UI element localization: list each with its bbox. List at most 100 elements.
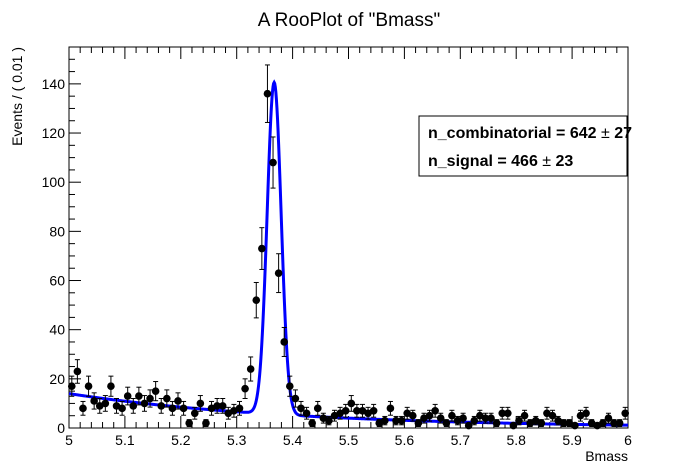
fit-result-combinatorial-label: n_combinatorial = [428, 125, 570, 142]
data-point-marker [246, 365, 255, 373]
data-point-marker [101, 399, 110, 408]
data-point-marker [213, 402, 221, 410]
data-point-marker [163, 394, 171, 403]
data-point-marker [436, 414, 445, 422]
data-point [397, 415, 406, 426]
data-point [369, 403, 378, 418]
data-point [408, 409, 417, 422]
data-point-marker [397, 416, 406, 425]
y-tick-label: 20 [49, 371, 65, 387]
y-tick-label: 100 [42, 174, 66, 190]
data-point-marker [174, 397, 182, 405]
data-point-marker [470, 416, 479, 425]
data-point [151, 381, 160, 402]
data-point-marker [280, 338, 289, 346]
x-tick-label: 5.4 [283, 432, 303, 448]
data-point [73, 359, 82, 384]
data-point-marker [464, 421, 473, 430]
data-point [459, 412, 467, 424]
data-point-marker [509, 421, 518, 430]
data-point [190, 406, 199, 420]
data-point-marker [84, 382, 93, 391]
data-point [280, 326, 289, 357]
data-point-marker [202, 419, 210, 427]
data-point-marker [604, 414, 613, 422]
data-point [498, 406, 507, 420]
data-point-marker [196, 399, 205, 408]
y-tick-label: 80 [49, 223, 65, 239]
data-point [492, 419, 501, 428]
data-point [107, 375, 115, 397]
data-point-marker [135, 392, 143, 400]
data-point [196, 395, 205, 412]
data-point-marker [492, 419, 501, 427]
data-point [302, 406, 311, 420]
data-point-marker [274, 269, 283, 277]
data-point [481, 412, 490, 424]
data-point-marker [90, 397, 98, 405]
x-tick-label: 5.5 [339, 432, 359, 448]
x-axis: 5 5.1 5.2 5.3 5.4 5.5 5.6 5.7 5.8 5.9 6 [65, 47, 632, 448]
data-point [246, 356, 255, 382]
fit-result-signal-value: 466 [511, 153, 538, 170]
data-point-marker [353, 406, 361, 415]
data-point-marker [386, 404, 395, 413]
data-point [520, 409, 529, 422]
fit-results-box: n_combinatorial = 642 ± 27 n_signal = 46… [418, 115, 632, 177]
data-point-marker [559, 419, 568, 427]
data-point-marker [504, 409, 512, 418]
data-point [135, 386, 143, 406]
data-point [67, 375, 76, 397]
data-point [313, 400, 322, 416]
y-axis-label: Events / ( 0.01 ) [9, 47, 25, 146]
data-point [504, 406, 512, 420]
data-point-marker [599, 419, 607, 427]
data-point [436, 412, 445, 424]
plot-frame [68, 46, 629, 429]
data-point-marker [190, 409, 199, 418]
data-point-marker [297, 404, 305, 413]
y-tick-label: 40 [49, 322, 65, 338]
data-point [218, 398, 227, 414]
x-tick-label: 5.2 [171, 432, 191, 448]
data-point-marker [621, 409, 630, 418]
x-tick-label: 5.8 [506, 432, 526, 448]
data-point-marker [107, 382, 115, 391]
data-point [185, 419, 193, 428]
data-point-marker [67, 382, 76, 391]
data-point-marker [481, 414, 490, 422]
data-point [543, 406, 551, 420]
data-point-marker [537, 419, 546, 427]
fit-result-signal: n_signal = 466 ± 23 [428, 153, 573, 170]
data-point [179, 400, 188, 416]
data-point-marker [151, 387, 160, 395]
data-point [353, 403, 361, 418]
data-point-marker [515, 416, 523, 425]
data-point-marker [520, 411, 529, 420]
data-point-marker [381, 416, 389, 425]
data-point-marker [168, 404, 177, 413]
data-point [286, 375, 294, 397]
data-point [548, 409, 557, 422]
data-point-marker [263, 89, 272, 98]
data-point-marker [392, 416, 400, 425]
x-axis-label: Bmass [585, 448, 628, 464]
x-tick-label: 5.6 [395, 432, 415, 448]
data-point-marker [258, 244, 266, 253]
data-point-marker [408, 411, 417, 420]
data-point [84, 375, 93, 397]
data-point [174, 392, 182, 410]
data-point-marker [548, 411, 557, 420]
y-tick-label: 140 [42, 76, 66, 92]
data-point-marker [442, 419, 451, 427]
data-point [442, 419, 451, 428]
data-point [274, 253, 283, 294]
data-point-marker [146, 394, 154, 403]
x-tick-label: 5 [65, 432, 73, 448]
data-point [381, 415, 389, 426]
x-tick-label: 5.3 [227, 432, 247, 448]
data-point [604, 412, 613, 424]
x-tick-label: 5.9 [562, 432, 582, 448]
data-point-marker [498, 409, 507, 418]
